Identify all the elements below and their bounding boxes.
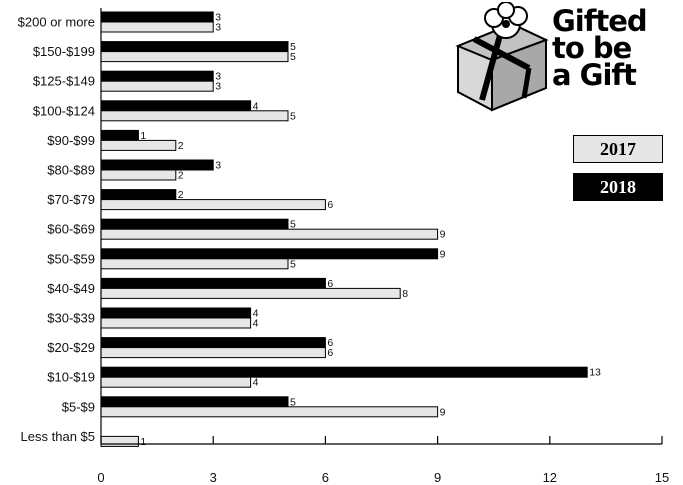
data-label-2018: 5 <box>290 41 296 53</box>
bar-2017 <box>100 169 177 181</box>
bar-2018 <box>100 248 439 260</box>
data-label-2017: 5 <box>290 258 296 270</box>
data-label-2017: 3 <box>215 81 221 93</box>
data-label-2017: 5 <box>290 110 296 122</box>
category-label: $70-$79 <box>47 192 95 207</box>
bar-2017 <box>100 139 177 151</box>
bar-2018 <box>100 366 588 378</box>
bar-2018 <box>100 11 214 23</box>
data-label-2017: 4 <box>253 318 259 330</box>
category-label: $125-$149 <box>33 74 95 89</box>
x-tick-label: 0 <box>97 470 104 485</box>
data-label-2017: 1 <box>140 436 146 448</box>
x-tick-label: 6 <box>322 470 329 485</box>
data-label-2018: 6 <box>327 278 333 290</box>
bar-2018 <box>100 218 289 230</box>
data-label-2018: 5 <box>290 219 296 231</box>
category-label: Less than $5 <box>21 429 95 444</box>
data-label-2017: 4 <box>253 377 259 389</box>
bar-2017 <box>100 287 401 299</box>
data-label-2018: 3 <box>215 71 221 83</box>
category-label: $20-$29 <box>47 340 95 355</box>
category-label: $5-$9 <box>62 399 95 414</box>
data-label-2018: 3 <box>215 160 221 172</box>
legend-2018: 2018 <box>573 173 663 201</box>
data-label-2018: 3 <box>215 12 221 24</box>
data-label-2018: 1 <box>140 130 146 142</box>
data-label-2017: 9 <box>440 406 446 418</box>
legend-2017: 2017 <box>573 135 663 163</box>
category-label: $100-$124 <box>33 103 95 118</box>
category-label: $80-$89 <box>47 163 95 178</box>
bar-2017 <box>100 80 214 92</box>
data-label-2017: 3 <box>215 22 221 34</box>
bar-2018 <box>100 129 139 141</box>
category-label: $10-$19 <box>47 370 95 385</box>
bar-2017 <box>100 258 289 270</box>
data-label-2018: 4 <box>253 100 259 112</box>
data-label-2017: 8 <box>402 288 408 300</box>
bar-2017 <box>100 228 439 240</box>
bar-2017 <box>100 406 439 418</box>
bar-2018 <box>100 41 289 53</box>
x-axis: 0 3 6 9 12 15 <box>97 8 669 485</box>
category-label: $90-$99 <box>47 133 95 148</box>
category-label: $30-$39 <box>47 311 95 326</box>
bar-2017 <box>100 21 214 33</box>
data-label-2017: 5 <box>290 51 296 63</box>
bar-2018 <box>100 159 214 171</box>
title-line-3: a Gift <box>552 58 637 92</box>
bar-2017 <box>100 376 252 388</box>
bar-2018 <box>100 70 214 82</box>
category-labels: $200 or more $150-$199 $125-$149 $100-$124 $… <box>18 15 95 444</box>
data-label-2018: 6 <box>327 337 333 349</box>
bar-2017 <box>100 435 139 447</box>
title-line-1: Gifted <box>552 4 648 38</box>
data-label-2017: 6 <box>327 347 333 359</box>
bar-2018 <box>100 396 289 408</box>
x-tick-label: 15 <box>655 470 669 485</box>
category-label: $150-$199 <box>33 44 95 59</box>
x-tick-label: 12 <box>543 470 557 485</box>
bar-2018 <box>100 189 177 201</box>
gift-box-icon <box>454 1 550 119</box>
title-line-2: to be <box>552 31 632 65</box>
x-tick-label: 9 <box>434 470 441 485</box>
chart-title: Gifted to be a Gift <box>552 4 677 92</box>
category-label: $60-$69 <box>47 222 95 237</box>
data-label-2018: 5 <box>290 396 296 408</box>
bar-2018 <box>100 337 326 349</box>
data-label-2018: 13 <box>589 367 601 379</box>
data-label-2018: 2 <box>178 189 184 201</box>
data-label-2018: 4 <box>253 308 259 320</box>
bar-2017 <box>100 317 252 329</box>
data-label-2017: 2 <box>178 170 184 182</box>
x-tick-label: 3 <box>210 470 217 485</box>
bar-2017 <box>100 347 326 359</box>
category-label: $200 or more <box>18 15 95 30</box>
data-label-2018: 9 <box>440 248 446 260</box>
bar-2018 <box>100 307 252 319</box>
bar-2017 <box>100 199 326 211</box>
category-label: $40-$49 <box>47 281 95 296</box>
data-label-2017: 6 <box>327 199 333 211</box>
bar-2017 <box>100 51 289 63</box>
category-label: $50-$59 <box>47 251 95 266</box>
data-label-2017: 9 <box>440 229 446 241</box>
data-label-2017: 2 <box>178 140 184 152</box>
bar-2018 <box>100 277 326 289</box>
bar-2018 <box>100 100 252 112</box>
bar-2017 <box>100 110 289 122</box>
